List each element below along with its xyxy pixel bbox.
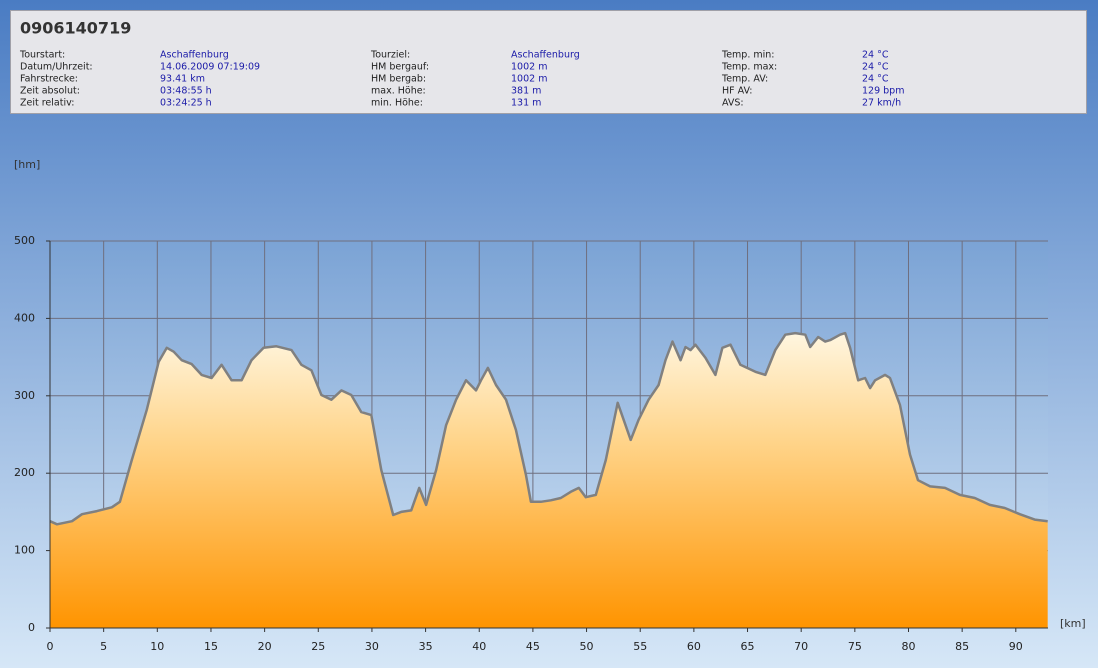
x-tick-label: 75 <box>848 640 862 653</box>
elevation-area <box>50 333 1048 628</box>
info-label: Datum/Uhrzeit: <box>20 62 93 73</box>
x-tick-label: 30 <box>365 640 379 653</box>
info-value: 24 °C <box>862 50 889 61</box>
info-value: 27 km/h <box>862 98 901 109</box>
x-axis-label: [km] <box>1060 617 1086 630</box>
info-title: 0906140719 <box>20 19 131 38</box>
info-label: Fahrstrecke: <box>20 74 78 85</box>
x-tick-label: 60 <box>687 640 701 653</box>
y-tick-label: 200 <box>14 466 35 479</box>
x-tick-label: 35 <box>419 640 433 653</box>
y-tick-label: 300 <box>14 389 35 402</box>
info-label: Zeit relativ: <box>20 98 74 109</box>
x-tick-label: 15 <box>204 640 218 653</box>
x-tick-label: 20 <box>258 640 272 653</box>
info-value: 93.41 km <box>160 74 205 85</box>
info-label: AVS: <box>722 98 744 109</box>
info-label: HF AV: <box>722 86 752 97</box>
info-label: Temp. min: <box>721 50 774 61</box>
y-tick-label: 0 <box>28 621 35 634</box>
x-tick-label: 5 <box>100 640 107 653</box>
y-axis-label: [hm] <box>14 158 40 171</box>
info-value: 03:48:55 h <box>160 86 212 97</box>
info-value: 131 m <box>511 98 541 109</box>
info-label: Temp. max: <box>721 62 777 73</box>
info-label: Zeit absolut: <box>20 86 80 97</box>
info-value: 381 m <box>511 86 541 97</box>
info-label: HM bergab: <box>371 74 426 85</box>
y-tick-label: 100 <box>14 544 35 557</box>
info-value: 14.06.2009 07:19:09 <box>160 62 260 73</box>
info-value: 129 bpm <box>862 86 904 97</box>
x-tick-label: 0 <box>47 640 54 653</box>
x-tick-label: 50 <box>580 640 594 653</box>
info-label: max. Höhe: <box>371 86 426 97</box>
x-tick-label: 45 <box>526 640 540 653</box>
info-panel <box>10 10 1087 114</box>
y-tick-label: 500 <box>14 234 35 247</box>
x-tick-label: 85 <box>955 640 969 653</box>
x-tick-label: 25 <box>311 640 325 653</box>
info-value: 03:24:25 h <box>160 98 212 109</box>
elevation-line <box>49 331 1048 526</box>
info-label: Tourziel: <box>370 50 410 61</box>
x-tick-label: 65 <box>741 640 755 653</box>
info-value: Aschaffenburg <box>511 50 580 61</box>
x-tick-label: 10 <box>150 640 164 653</box>
info-value: 24 °C <box>862 74 889 85</box>
info-value: 24 °C <box>862 62 889 73</box>
x-tick-label: 55 <box>633 640 647 653</box>
x-tick-label: 40 <box>472 640 486 653</box>
info-value: 1002 m <box>511 62 547 73</box>
x-tick-label: 70 <box>794 640 808 653</box>
info-label: Temp. AV: <box>721 74 768 85</box>
info-label: HM bergauf: <box>371 62 429 73</box>
x-tick-label: 80 <box>901 640 915 653</box>
x-tick-label: 90 <box>1009 640 1023 653</box>
y-tick-label: 400 <box>14 311 35 324</box>
info-value: Aschaffenburg <box>160 50 229 61</box>
info-label: min. Höhe: <box>371 98 423 109</box>
info-label: Tourstart: <box>19 50 65 61</box>
info-value: 1002 m <box>511 74 547 85</box>
